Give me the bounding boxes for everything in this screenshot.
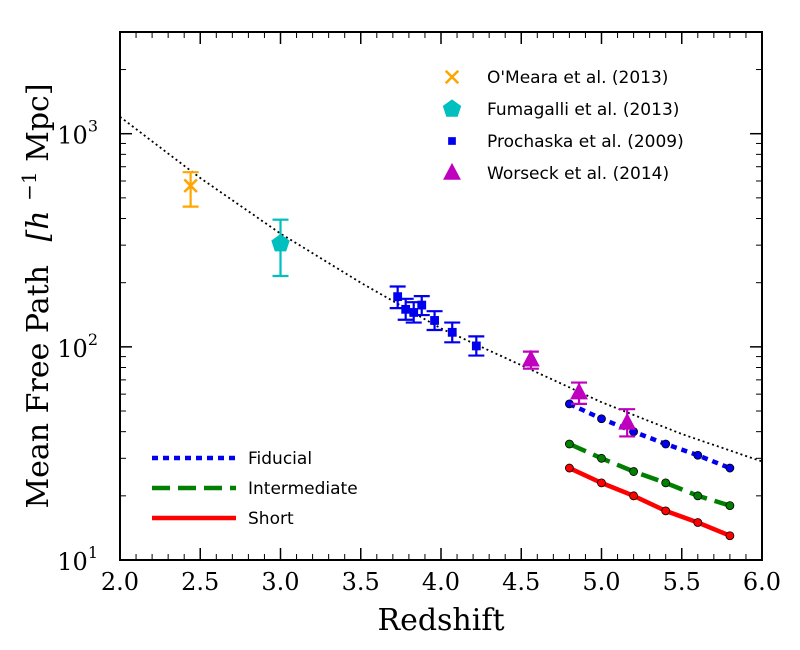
y-tick-label: 102 [57,330,98,363]
obs-point-square [430,316,439,325]
x-tick-label: 2.0 [101,568,139,596]
axis-ticks [119,31,763,561]
model-point-short [661,506,671,516]
y-axis-title-unit: [h [21,210,56,241]
legend-label-square: Prochaska et al. (2009) [487,132,684,152]
obs-point-triangle [570,382,588,400]
model-point-intermediate [725,501,735,510]
model-point-intermediate [693,491,703,501]
observation-points-layer [182,171,637,438]
model-point-intermediate [565,439,574,449]
model-point-intermediate [597,453,606,463]
model-line-intermediate [568,441,731,508]
x-tick-label: 4.0 [422,568,460,596]
model-line-fiducial [568,401,731,471]
x-tick-label: 3.5 [342,568,380,596]
obs-point-square [471,341,481,351]
model-point-short [693,518,703,527]
y-tick-exponent: 2 [88,330,98,349]
model-point-short [597,478,606,488]
model-point-short [565,463,574,473]
y-axis-title-unit-tail: Mpc] [21,83,56,161]
x-tick-label: 3.0 [261,568,299,596]
y-tick-base: 10 [57,122,88,150]
obs-point-triangle [521,349,540,367]
model-point-fiducial [693,450,703,460]
model-point-short [629,491,638,501]
model-point-fiducial [661,439,671,449]
model-point-short [725,531,735,541]
y-axis-title-main: Mean Free Path [21,265,56,509]
legend-marker-square [448,137,456,145]
legend-label-pentagon: Fumagalli et al. (2013) [487,100,679,120]
legend-label-triangle: Worseck et al. (2014) [487,164,669,184]
legend-marker-x [444,69,460,85]
y-axis-title: Mean Free Path [h −1 Mpc] [9,83,56,508]
obs-point-triangle [618,412,637,430]
models-legend: Fiducial Intermediate Short [152,449,358,529]
obs-point-square [447,327,457,337]
legend-label-intermediate: Intermediate [248,479,358,499]
x-tick-label: 5.0 [582,568,620,596]
model-point-fiducial [725,463,735,473]
model-point-intermediate [629,467,638,476]
obs-point-square [417,300,427,310]
model-point-fiducial [597,414,606,424]
y-axis-title-unit-exponent: −1 [17,171,41,200]
y-tick-exponent: 3 [88,117,98,136]
y-tick-exponent: 1 [88,543,98,562]
x-tick-label: 6.0 [743,568,781,596]
x-tick-label: 5.5 [663,568,701,596]
legend-label-x: O'Meara et al. (2013) [487,68,668,88]
model-lines-layer [565,399,735,541]
y-tick-base: 10 [57,335,88,363]
legend-marker-pentagon [442,99,462,117]
obs-point-x [183,178,198,193]
obs-point-square [401,304,411,314]
legend-label-fiducial: Fiducial [248,449,312,469]
model-point-intermediate [661,478,671,488]
y-tick-base: 10 [57,548,88,576]
x-axis-title: Redshift [377,603,504,638]
y-tick-label: 103 [57,117,98,150]
x-tick-label: 2.5 [181,568,219,596]
model-line-short [568,466,731,538]
legend-label-short: Short [248,509,294,529]
observations-legend: O'Meara et al. (2013) Fumagalli et al. (2… [442,68,684,184]
legend-marker-triangle [443,162,461,180]
y-tick-label: 101 [57,543,98,576]
x-tick-label: 4.5 [502,568,540,596]
obs-point-pentagon [271,233,290,252]
obs-point-square [409,308,419,317]
x-tick-labels: 2.0 2.5 3.0 3.5 4.0 4.5 5.0 5.5 6.0 [101,568,781,596]
obs-point-square [393,292,403,302]
